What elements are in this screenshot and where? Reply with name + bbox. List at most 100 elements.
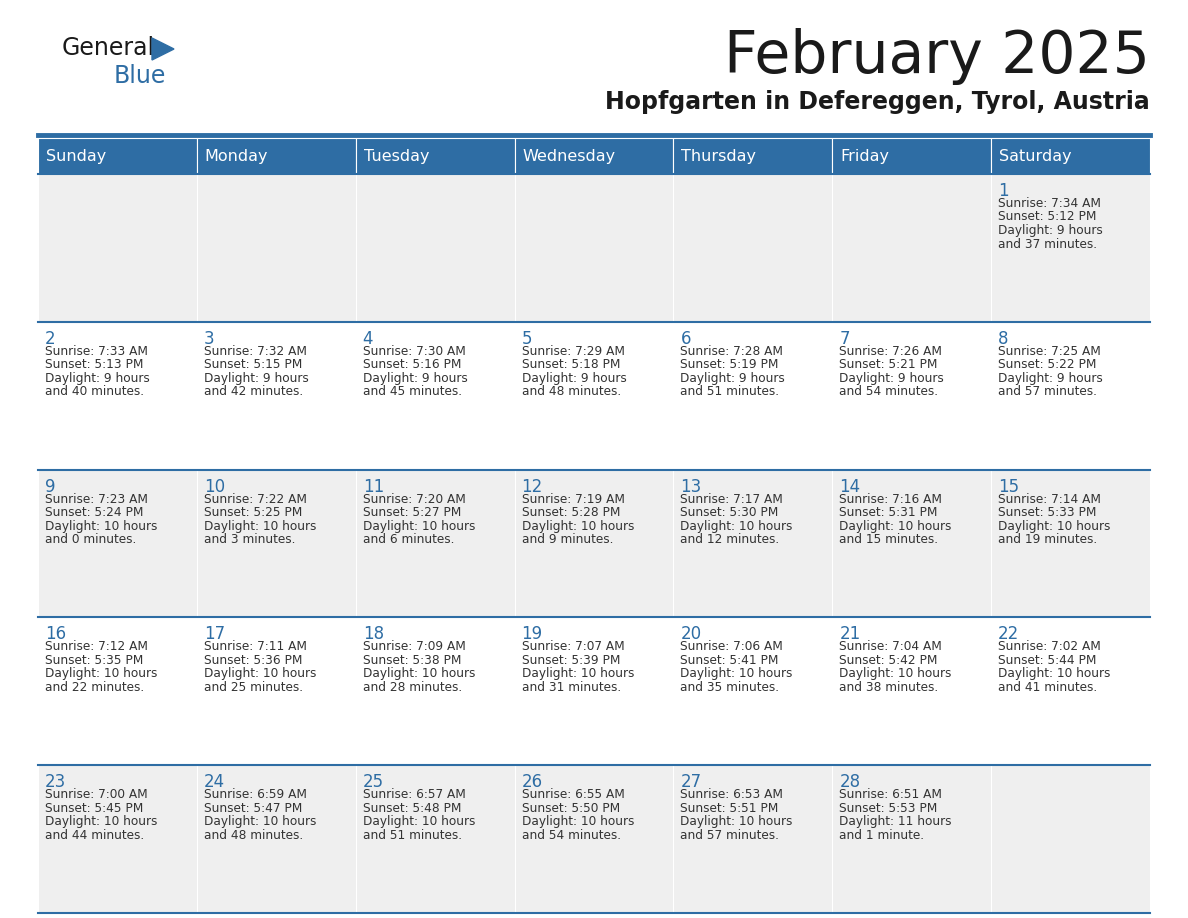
Text: 23: 23 [45,773,67,791]
Text: and 42 minutes.: and 42 minutes. [204,386,303,398]
Text: 13: 13 [681,477,702,496]
Bar [38,766,197,913]
Text: and 44 minutes.: and 44 minutes. [45,829,144,842]
Text: Sunset: 5:48 PM: Sunset: 5:48 PM [362,801,461,814]
Text: Sunset: 5:50 PM: Sunset: 5:50 PM [522,801,620,814]
Bar [514,470,674,618]
Text: Daylight: 10 hours: Daylight: 10 hours [362,520,475,532]
Text: Sunrise: 7:29 AM: Sunrise: 7:29 AM [522,345,625,358]
Text: Sunrise: 7:26 AM: Sunrise: 7:26 AM [839,345,942,358]
Text: February 2025: February 2025 [725,28,1150,85]
Text: 5: 5 [522,330,532,348]
Text: 16: 16 [45,625,67,644]
Bar [833,766,991,913]
Text: Daylight: 10 hours: Daylight: 10 hours [681,520,792,532]
Text: and 12 minutes.: and 12 minutes. [681,533,779,546]
Text: Sunrise: 7:12 AM: Sunrise: 7:12 AM [45,641,147,654]
Text: Daylight: 10 hours: Daylight: 10 hours [839,667,952,680]
Text: Sunset: 5:13 PM: Sunset: 5:13 PM [45,358,144,371]
Text: 6: 6 [681,330,691,348]
Text: Sunset: 5:51 PM: Sunset: 5:51 PM [681,801,778,814]
Text: Sunset: 5:27 PM: Sunset: 5:27 PM [362,506,461,519]
Text: Daylight: 9 hours: Daylight: 9 hours [998,224,1102,237]
Text: Sunset: 5:18 PM: Sunset: 5:18 PM [522,358,620,371]
Text: 15: 15 [998,477,1019,496]
Text: Hopfgarten in Defereggen, Tyrol, Austria: Hopfgarten in Defereggen, Tyrol, Austria [605,90,1150,114]
Text: Blue: Blue [114,64,166,88]
Bar [833,174,991,322]
Text: Sunset: 5:33 PM: Sunset: 5:33 PM [998,506,1097,519]
Text: Daylight: 10 hours: Daylight: 10 hours [45,815,157,828]
Text: 3: 3 [204,330,215,348]
Text: Daylight: 10 hours: Daylight: 10 hours [681,667,792,680]
Bar [197,470,355,618]
Text: Wednesday: Wednesday [523,149,615,163]
Text: Sunset: 5:38 PM: Sunset: 5:38 PM [362,654,461,666]
Text: Daylight: 10 hours: Daylight: 10 hours [204,667,316,680]
Text: and 48 minutes.: and 48 minutes. [204,829,303,842]
Bar [38,138,197,174]
Text: Sunset: 5:28 PM: Sunset: 5:28 PM [522,506,620,519]
Text: 20: 20 [681,625,702,644]
Bar [991,174,1150,322]
Text: Sunrise: 7:25 AM: Sunrise: 7:25 AM [998,345,1101,358]
Text: Daylight: 9 hours: Daylight: 9 hours [998,372,1102,385]
Text: Sunrise: 6:53 AM: Sunrise: 6:53 AM [681,789,783,801]
Text: Sunrise: 7:23 AM: Sunrise: 7:23 AM [45,493,147,506]
Text: and 19 minutes.: and 19 minutes. [998,533,1098,546]
Text: Sunset: 5:41 PM: Sunset: 5:41 PM [681,654,779,666]
Text: 25: 25 [362,773,384,791]
Text: Sunset: 5:15 PM: Sunset: 5:15 PM [204,358,302,371]
Text: Sunset: 5:35 PM: Sunset: 5:35 PM [45,654,144,666]
Text: Sunrise: 7:07 AM: Sunrise: 7:07 AM [522,641,624,654]
Text: Sunset: 5:39 PM: Sunset: 5:39 PM [522,654,620,666]
Text: 11: 11 [362,477,384,496]
Text: Daylight: 10 hours: Daylight: 10 hours [204,815,316,828]
Bar [514,766,674,913]
Text: Sunrise: 6:55 AM: Sunrise: 6:55 AM [522,789,625,801]
Text: General: General [62,36,156,60]
Text: Sunrise: 7:14 AM: Sunrise: 7:14 AM [998,493,1101,506]
Text: 21: 21 [839,625,860,644]
Bar [674,174,833,322]
Text: Sunset: 5:24 PM: Sunset: 5:24 PM [45,506,144,519]
Bar [991,138,1150,174]
Text: 9: 9 [45,477,56,496]
Text: Tuesday: Tuesday [364,149,429,163]
Bar [991,766,1150,913]
Bar [991,322,1150,470]
Text: 4: 4 [362,330,373,348]
Text: Sunrise: 6:59 AM: Sunrise: 6:59 AM [204,789,307,801]
Bar [991,470,1150,618]
Text: Daylight: 10 hours: Daylight: 10 hours [522,667,634,680]
Text: 28: 28 [839,773,860,791]
Bar [38,470,197,618]
Bar [38,322,197,470]
Text: Daylight: 9 hours: Daylight: 9 hours [839,372,944,385]
Text: Sunrise: 7:04 AM: Sunrise: 7:04 AM [839,641,942,654]
Text: 24: 24 [204,773,225,791]
Text: Sunrise: 7:06 AM: Sunrise: 7:06 AM [681,641,783,654]
Text: Sunrise: 7:34 AM: Sunrise: 7:34 AM [998,197,1101,210]
Text: Daylight: 10 hours: Daylight: 10 hours [45,667,157,680]
Bar [674,138,833,174]
Bar [355,174,514,322]
Text: Sunset: 5:12 PM: Sunset: 5:12 PM [998,210,1097,223]
Text: 7: 7 [839,330,849,348]
Text: and 38 minutes.: and 38 minutes. [839,681,939,694]
Polygon shape [152,38,173,60]
Bar [355,766,514,913]
Text: Sunset: 5:21 PM: Sunset: 5:21 PM [839,358,937,371]
Text: Daylight: 11 hours: Daylight: 11 hours [839,815,952,828]
Text: Sunrise: 7:32 AM: Sunrise: 7:32 AM [204,345,307,358]
Text: and 37 minutes.: and 37 minutes. [998,238,1098,251]
Text: Sunset: 5:45 PM: Sunset: 5:45 PM [45,801,144,814]
Text: and 54 minutes.: and 54 minutes. [522,829,620,842]
Text: Sunrise: 7:02 AM: Sunrise: 7:02 AM [998,641,1101,654]
Text: Sunrise: 7:33 AM: Sunrise: 7:33 AM [45,345,147,358]
Text: Daylight: 9 hours: Daylight: 9 hours [681,372,785,385]
Text: and 0 minutes.: and 0 minutes. [45,533,137,546]
Text: Sunset: 5:53 PM: Sunset: 5:53 PM [839,801,937,814]
Bar [197,322,355,470]
Text: and 15 minutes.: and 15 minutes. [839,533,939,546]
